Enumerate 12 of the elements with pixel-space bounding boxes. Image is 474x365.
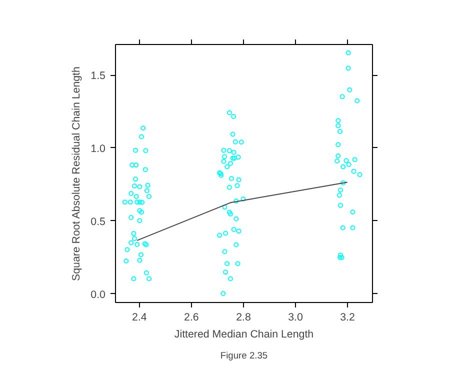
y-tick-label: 1.0 [90, 142, 106, 155]
x-tick-label: 3.2 [340, 312, 356, 324]
x-tick-label: 2.8 [236, 312, 251, 324]
x-tick-label: 3.0 [288, 312, 303, 324]
x-tick-label: 2.6 [184, 312, 199, 324]
x-tick-label: 2.4 [132, 312, 147, 324]
caption: Figure 2.35 [220, 350, 268, 360]
x-axis-title: Jittered Median Chain Length [174, 328, 314, 340]
y-tick-label: 1.5 [90, 70, 106, 82]
y-tick-label: 0.0 [90, 288, 106, 301]
y-axis-title: Square Root Absolute Residual Chain Length [70, 66, 83, 282]
y-tick-label: 0.5 [90, 216, 106, 228]
